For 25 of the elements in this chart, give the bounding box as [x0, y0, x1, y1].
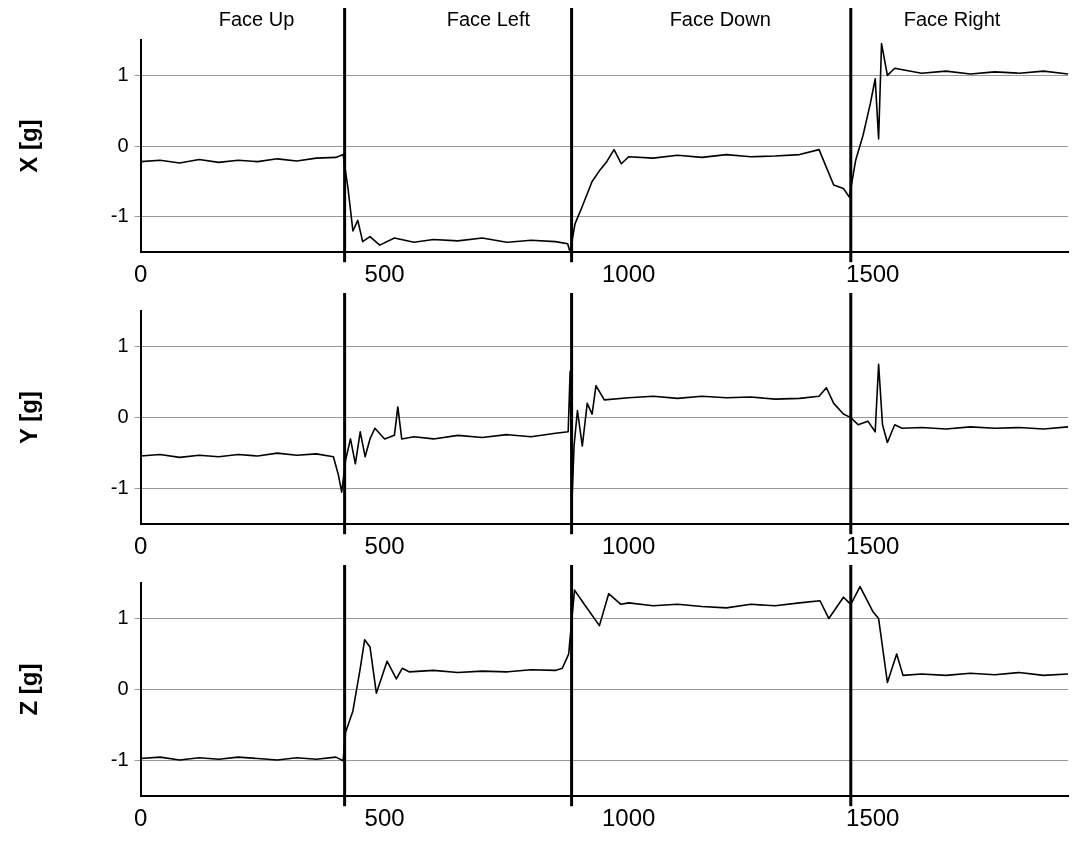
y-tick-label: 0: [117, 677, 129, 700]
x-tick-label: 500: [364, 260, 405, 288]
text: Face Up: [218, 7, 295, 30]
y-tick-label: -1: [110, 476, 129, 499]
x-tick-label: 500: [364, 804, 405, 832]
text: Face Right: [903, 7, 1001, 30]
y-tick-label: -1: [110, 748, 129, 771]
text: Face Left: [446, 7, 531, 30]
x-tick-label: 1500: [846, 260, 900, 288]
x-tick-label: 500: [364, 532, 405, 560]
y-tick-label: 1: [117, 606, 129, 629]
y-tick-label: -1: [110, 204, 129, 227]
y-axis-title: X [g]: [15, 119, 43, 173]
y-tick-label: 1: [117, 334, 129, 357]
x-tick-label: 1000: [602, 532, 656, 560]
x-tick-label: 1000: [602, 260, 656, 288]
y-tick-label: 1: [117, 62, 129, 85]
x-tick-label: 1000: [602, 804, 656, 832]
x-tick-label: 1500: [846, 804, 900, 832]
text: Face Down: [669, 7, 771, 30]
y-axis-title: Y [g]: [15, 391, 43, 445]
x-tick-label: 1500: [846, 532, 900, 560]
y-tick-label: 0: [117, 133, 129, 156]
y-axis-title: Z [g]: [15, 663, 43, 716]
y-tick-label: 0: [117, 405, 129, 428]
